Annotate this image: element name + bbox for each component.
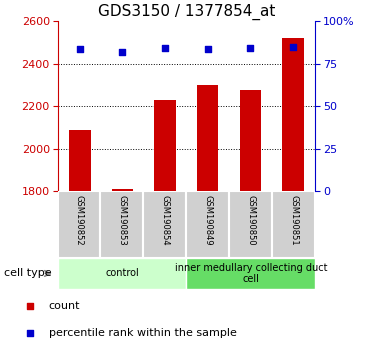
Text: GSM190850: GSM190850 (246, 195, 255, 245)
Bar (144, 191, 186, 258)
Text: control: control (105, 268, 139, 279)
Bar (187, 258, 315, 289)
Title: GDS3150 / 1377854_at: GDS3150 / 1377854_at (98, 4, 275, 20)
Point (205, 46, 211, 52)
Text: cell type: cell type (4, 268, 51, 279)
Bar (229, 191, 272, 258)
Bar (101, 191, 144, 258)
Bar (58, 191, 101, 258)
Text: inner medullary collecting duct
cell: inner medullary collecting duct cell (175, 263, 327, 284)
Bar (69, 130, 91, 191)
Bar (197, 85, 219, 191)
Bar (112, 189, 133, 191)
Point (27, 331, 33, 336)
Text: percentile rank within the sample: percentile rank within the sample (49, 329, 236, 338)
Bar (272, 191, 315, 258)
Bar (58, 258, 187, 289)
Bar (154, 100, 176, 191)
Point (247, 45, 253, 51)
Text: GSM190851: GSM190851 (289, 195, 298, 245)
Point (290, 44, 296, 50)
Point (27, 303, 33, 309)
Bar (240, 90, 261, 191)
Text: GSM190853: GSM190853 (118, 195, 127, 245)
Bar (187, 191, 229, 258)
Point (162, 45, 168, 51)
Point (119, 49, 125, 55)
Text: GSM190852: GSM190852 (75, 195, 83, 245)
Text: count: count (49, 301, 80, 311)
Point (77, 46, 83, 52)
Bar (282, 38, 303, 191)
Text: GSM190849: GSM190849 (203, 195, 213, 245)
Text: GSM190854: GSM190854 (160, 195, 170, 245)
